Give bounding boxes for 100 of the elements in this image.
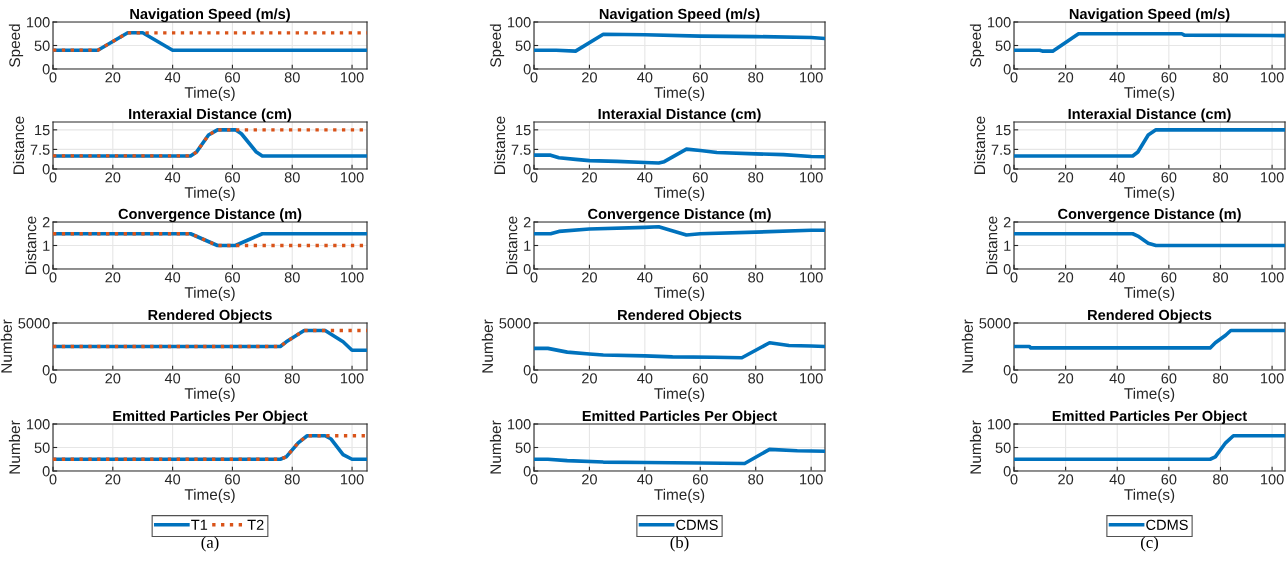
y-axis-title: Number bbox=[0, 319, 12, 373]
x-tick-label: 100 bbox=[341, 172, 364, 183]
x-tick-label: 40 bbox=[164, 72, 181, 83]
x-tick-label: 0 bbox=[1010, 172, 1018, 183]
y-axis-title: Distance bbox=[986, 216, 998, 274]
y-axis-title: Number bbox=[969, 420, 982, 474]
x-tick-label: 100 bbox=[800, 172, 823, 183]
chart-title: Navigation Speed (m/s) bbox=[1069, 8, 1230, 22]
x-tick-label: 60 bbox=[225, 474, 240, 485]
y-tick-label: 0 bbox=[42, 64, 50, 75]
x-tick-label: 20 bbox=[105, 72, 121, 83]
text: (b) bbox=[670, 536, 689, 552]
x-tick-label: 40 bbox=[1109, 474, 1125, 485]
y-tick-label: 0 bbox=[42, 466, 50, 477]
x-tick-label: 40 bbox=[637, 373, 653, 384]
y-tick-label: 100 bbox=[508, 419, 531, 430]
chart-title: Rendered Objects bbox=[148, 309, 272, 323]
y-tick-label: 0 bbox=[42, 264, 50, 275]
y-tick-label: 15 bbox=[35, 125, 50, 136]
y-axis-title: Number bbox=[481, 319, 493, 373]
y-tick-label: 7.5 bbox=[511, 144, 531, 155]
x-tick-label: 100 bbox=[1261, 272, 1284, 283]
line-series bbox=[534, 32, 825, 53]
y-tick-label: 0 bbox=[1003, 466, 1011, 477]
x-axis-title: Time(s) bbox=[1124, 387, 1175, 402]
x-tick-label: 60 bbox=[1161, 72, 1177, 83]
x-tick-label: 80 bbox=[748, 172, 764, 183]
x-tick-label: 40 bbox=[1109, 272, 1125, 283]
x-tick-label: 80 bbox=[748, 272, 764, 283]
x-tick-label: 60 bbox=[225, 72, 240, 83]
y-tick-label: 50 bbox=[34, 442, 50, 453]
y-tick-label: 1 bbox=[524, 240, 531, 251]
x-tick-label: 20 bbox=[105, 272, 121, 283]
y-tick-label: 7.5 bbox=[30, 144, 50, 155]
x-axis-title: Time(s) bbox=[1124, 86, 1175, 101]
x-tick-label: 100 bbox=[800, 72, 823, 83]
x-tick-label: 60 bbox=[692, 272, 708, 283]
y-axis-title: Number bbox=[489, 420, 502, 474]
x-tick-label: 80 bbox=[1213, 373, 1229, 384]
y-tick-label: 0 bbox=[523, 64, 531, 75]
x-tick-label: 40 bbox=[1109, 172, 1125, 183]
x-tick-label: 20 bbox=[582, 272, 597, 283]
chart-title: Emitted Particles Per Object bbox=[113, 410, 308, 424]
x-tick-label: 20 bbox=[1058, 72, 1074, 83]
x-tick-label: 80 bbox=[284, 72, 300, 83]
x-tick-label: 20 bbox=[105, 172, 121, 183]
x-tick-label: 0 bbox=[49, 474, 57, 485]
x-tick-label: 20 bbox=[1058, 172, 1074, 183]
x-tick-label: 20 bbox=[582, 474, 597, 485]
x-tick-label: 60 bbox=[692, 474, 708, 485]
x-tick-label: 80 bbox=[1213, 474, 1229, 485]
y-axis-title: Distance bbox=[12, 116, 25, 174]
y-tick-label: 2 bbox=[42, 217, 50, 228]
y-axis-title: Distance bbox=[493, 116, 506, 174]
y-tick-label: 50 bbox=[515, 40, 531, 51]
x-tick-label: 40 bbox=[164, 373, 181, 384]
x-tick-label: 40 bbox=[637, 172, 653, 183]
x-tick-label: 20 bbox=[582, 72, 597, 83]
x-axis-title: Time(s) bbox=[654, 286, 705, 301]
x-tick-label: 0 bbox=[1010, 272, 1018, 283]
x-tick-label: 40 bbox=[1109, 72, 1125, 83]
x-axis-title: Time(s) bbox=[1124, 186, 1175, 201]
x-tick-label: 0 bbox=[49, 172, 57, 183]
x-tick-label: 80 bbox=[284, 172, 300, 183]
x-tick-label: 100 bbox=[341, 373, 364, 384]
y-axis-title: Distance bbox=[506, 216, 518, 274]
legend-label: CDMS bbox=[1146, 519, 1188, 531]
x-axis-title: Time(s) bbox=[654, 488, 705, 503]
x-tick-label: 0 bbox=[1010, 72, 1018, 83]
legend-label: T2 bbox=[247, 519, 264, 530]
x-tick-label: 0 bbox=[530, 272, 538, 283]
x-tick-label: 40 bbox=[637, 474, 653, 485]
x-tick-label: 20 bbox=[105, 474, 121, 485]
y-tick-label: 7.5 bbox=[991, 144, 1011, 155]
x-axis-title: Time(s) bbox=[654, 186, 705, 201]
x-tick-label: 100 bbox=[800, 272, 823, 283]
line-series bbox=[1014, 433, 1285, 462]
x-tick-label: 100 bbox=[800, 373, 823, 384]
y-tick-label: 0 bbox=[523, 164, 531, 175]
x-tick-label: 100 bbox=[1261, 373, 1284, 384]
y-tick-label: 0 bbox=[1003, 365, 1011, 376]
line-series bbox=[1014, 128, 1285, 158]
y-tick-label: 100 bbox=[508, 17, 531, 28]
y-tick-label: 0 bbox=[42, 164, 50, 175]
x-tick-label: 0 bbox=[530, 172, 538, 183]
x-tick-label: 40 bbox=[1109, 373, 1125, 384]
x-tick-label: 20 bbox=[1058, 373, 1074, 384]
y-tick-label: 15 bbox=[516, 125, 531, 136]
y-axis-title: Distance bbox=[25, 216, 37, 274]
chart-title: Interaxial Distance (cm) bbox=[1068, 108, 1231, 122]
x-tick-label: 80 bbox=[284, 373, 300, 384]
x-tick-label: 80 bbox=[748, 474, 764, 485]
line-series bbox=[1014, 328, 1285, 350]
y-tick-label: 50 bbox=[515, 442, 531, 453]
x-tick-label: 60 bbox=[692, 72, 708, 83]
x-tick-label: 60 bbox=[692, 172, 708, 183]
y-tick-label: 2 bbox=[523, 217, 531, 228]
y-axis-title: Distance bbox=[973, 116, 986, 174]
x-tick-label: 0 bbox=[530, 72, 538, 83]
y-tick-label: 2 bbox=[1003, 217, 1011, 228]
